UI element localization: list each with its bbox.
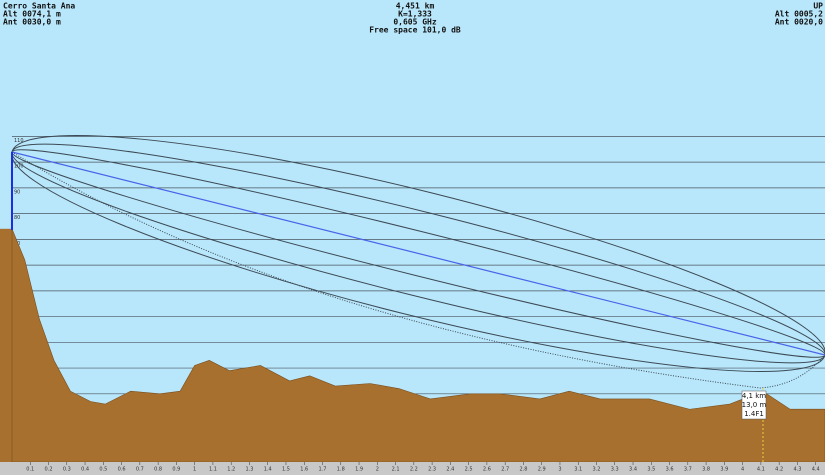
x-tick-label: 0.6 xyxy=(118,467,126,473)
distance: 4,451 km xyxy=(396,2,435,11)
x-tick-label: 3.4 xyxy=(629,467,637,473)
frequency: 0,605 GHz xyxy=(393,18,437,27)
x-tick-label: 0.8 xyxy=(154,467,162,473)
x-tick-label: 1.7 xyxy=(319,467,327,473)
x-tick-label: 2.8 xyxy=(519,467,527,473)
tx-ant: Ant 0030,0 m xyxy=(3,18,61,27)
x-tick-label: 0.1 xyxy=(26,467,34,473)
k-factor: K=1,333 xyxy=(398,10,432,19)
x-tick-label: 0.5 xyxy=(99,467,107,473)
x-tick-label: 3.7 xyxy=(684,467,692,473)
x-tick-label: 1.3 xyxy=(245,467,253,473)
fresnel-inner xyxy=(11,149,825,358)
x-tick-label: 4.3 xyxy=(793,467,801,473)
x-tick-label: 2.9 xyxy=(538,467,546,473)
rx-ant: Ant 0020,0 xyxy=(775,18,823,27)
rx-name: UP xyxy=(813,2,823,11)
x-tick-label: 3.6 xyxy=(666,467,674,473)
x-tick-label: 4.4 xyxy=(812,467,820,473)
x-tick-label: 2 xyxy=(376,467,379,473)
x-tick-label: 2.7 xyxy=(501,467,509,473)
clearance-curve xyxy=(11,151,825,389)
x-tick-label: 2.6 xyxy=(483,467,491,473)
x-tick-label: 3.9 xyxy=(720,467,728,473)
x-tick-label: 2.1 xyxy=(392,467,400,473)
link-line xyxy=(11,151,825,356)
x-tick-label: 3.8 xyxy=(702,467,710,473)
x-tick-label: 3.5 xyxy=(647,467,655,473)
y-tick-label: 110 xyxy=(14,138,24,144)
x-tick-label: 1.8 xyxy=(337,467,345,473)
x-tick-label: 0.2 xyxy=(45,467,53,473)
x-tick-label: 4.2 xyxy=(775,467,783,473)
cursor-label: 4,1 km 13,0 m 1.4F1 xyxy=(741,390,767,420)
x-tick-label: 1 xyxy=(193,467,196,473)
fresnel-zones xyxy=(11,135,825,389)
y-tick-label: 90 xyxy=(14,189,20,195)
x-tick-label: 4 xyxy=(741,467,744,473)
x-tick-label: 1.4 xyxy=(264,467,272,473)
rx-alt: Alt 0005,2 xyxy=(775,10,823,19)
x-tick-label: 3.3 xyxy=(611,467,619,473)
cursor-distance: 4,1 km xyxy=(742,392,766,400)
x-tick-label: 3.2 xyxy=(593,467,601,473)
x-tick-label: 1.2 xyxy=(227,467,235,473)
free-space-loss: Free space 101,0 dB xyxy=(369,26,461,35)
x-tick-label: 1.5 xyxy=(282,467,290,473)
ground-left xyxy=(0,228,12,462)
x-tick-label: 3 xyxy=(558,467,561,473)
cursor-fresnel: 1.4F1 xyxy=(744,410,764,418)
cursor-height: 13,0 m xyxy=(742,401,767,409)
x-tick-label: 4.1 xyxy=(757,467,765,473)
x-tick-label: 0.4 xyxy=(81,467,89,473)
x-tick-label: 0.7 xyxy=(136,467,144,473)
tx-alt: Alt 0074,1 m xyxy=(3,10,61,19)
grid: 0102030405060708090100110 xyxy=(0,136,825,462)
x-tick-label: 2.3 xyxy=(428,467,436,473)
x-tick-label: 1.1 xyxy=(209,467,217,473)
tx-name: Cerro Santa Ana xyxy=(3,2,75,11)
x-axis-strip xyxy=(0,462,825,475)
x-tick-label: 3.1 xyxy=(574,467,582,473)
x-tick-label: 2.5 xyxy=(465,467,473,473)
x-tick-label: 0.9 xyxy=(172,467,180,473)
x-tick-label: 1.9 xyxy=(355,467,363,473)
x-tick-label: 1.6 xyxy=(300,467,308,473)
x-tick-label: 2.4 xyxy=(446,467,454,473)
y-tick-label: 100 xyxy=(14,164,24,170)
cursor-box xyxy=(741,390,767,420)
y-tick-label: 80 xyxy=(14,215,20,221)
x-tick-label: 2.2 xyxy=(410,467,418,473)
x-tick-label: 0.3 xyxy=(63,467,71,473)
